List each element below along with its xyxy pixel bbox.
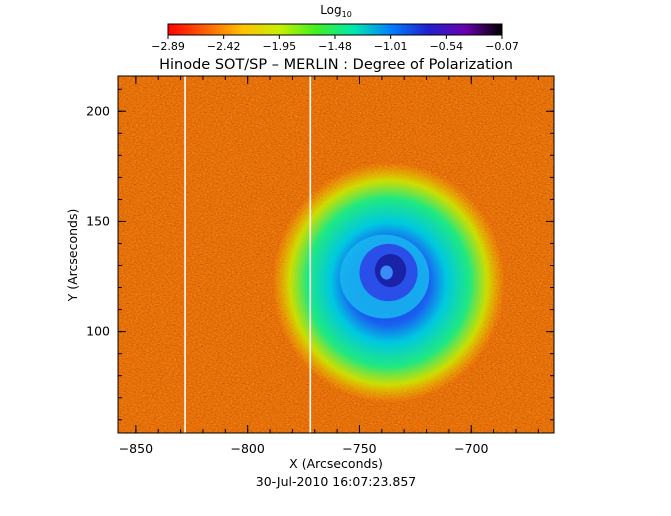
colorbar-tick-label: −0.54	[429, 40, 463, 53]
y-tick-label: 150	[86, 213, 110, 228]
colorbar-gradient	[167, 23, 503, 36]
x-axis-label: X (Arcseconds)	[289, 456, 383, 471]
colorbar-tick-label: −2.42	[207, 40, 241, 53]
colorbar: Log10 −2.89 −2.42 −1.95 −1.48 −1.01 −0.54 −0.0…	[151, 3, 519, 53]
colorbar-tick-label: −1.01	[374, 40, 408, 53]
scan-gaps	[184, 76, 312, 433]
x-tick-label: −850	[119, 441, 153, 456]
chart-title: Hinode SOT/SP – MERLIN : Degree of Polar…	[159, 57, 513, 73]
sunspot	[272, 162, 505, 403]
plot-image	[118, 76, 554, 433]
y-tick-label: 100	[86, 324, 110, 339]
sunspot-light-bridge	[380, 265, 393, 280]
colorbar-tick-label: −1.95	[262, 40, 296, 53]
colorbar-tick-label: −0.07	[485, 40, 519, 53]
colorbar-ticks: −2.89 −2.42 −1.95 −1.48 −1.01 −0.54 −0.07	[151, 35, 519, 53]
y-tick-label: 200	[86, 103, 110, 118]
x-axis-ticks: −850 −800 −750 −700	[119, 76, 539, 456]
colorbar-tick-label: −2.89	[151, 40, 185, 53]
y-axis-ticks: 100 150 200	[86, 88, 554, 421]
x-tick-label: −800	[231, 441, 265, 456]
y-axis-label: Y (Arcseconds)	[65, 209, 80, 303]
plot-frame	[117, 75, 555, 434]
colorbar-title: Log10	[320, 3, 352, 19]
colorbar-tick-label: −1.48	[318, 40, 352, 53]
x-tick-label: −700	[454, 441, 488, 456]
date-label: 30-Jul-2010 16:07:23.857	[256, 474, 416, 489]
x-tick-label: −750	[342, 441, 376, 456]
